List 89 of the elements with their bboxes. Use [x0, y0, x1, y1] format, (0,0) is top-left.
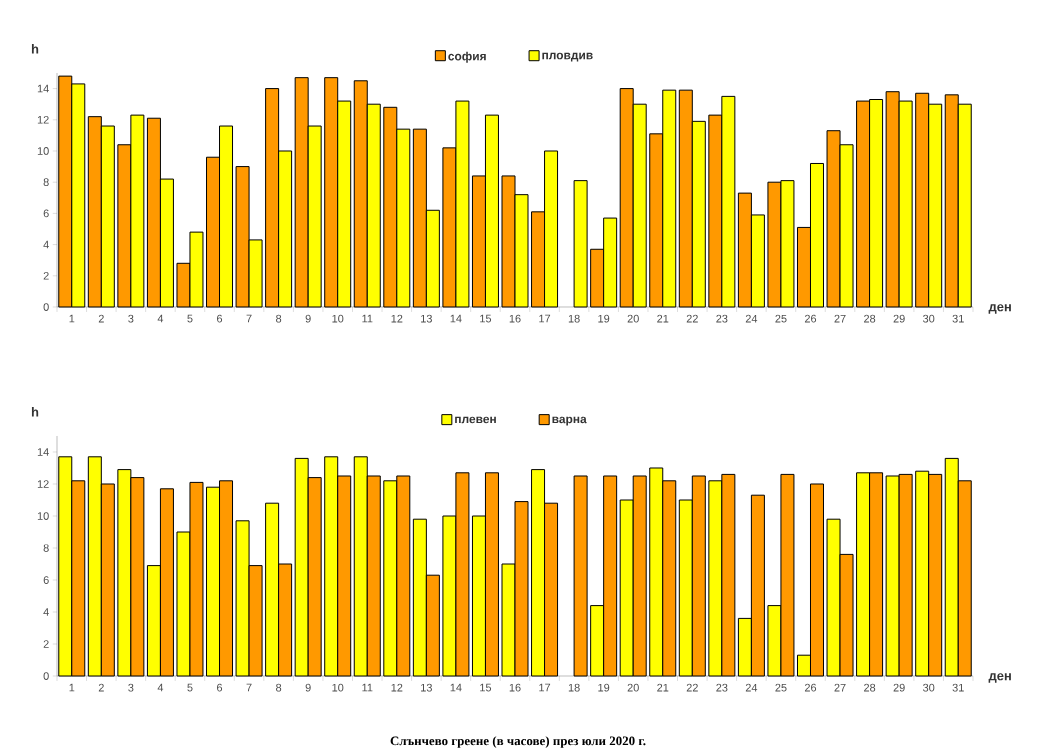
y-axis-title: h — [31, 44, 39, 54]
x-tick-label: 16 — [509, 314, 521, 323]
y-tick-label: 2 — [43, 640, 49, 648]
legend-label: плевен — [455, 416, 496, 424]
x-tick-label: 7 — [246, 314, 252, 323]
x-tick-label: 19 — [598, 314, 610, 323]
y-tick-label: 10 — [37, 147, 49, 155]
y-tick-label: 14 — [37, 448, 49, 456]
x-tick-label: 26 — [804, 683, 817, 692]
legend-label: софия — [448, 51, 486, 63]
x-tick-label: 12 — [391, 683, 403, 692]
x-tick-label: 1 — [69, 683, 75, 692]
x-tick-label: 4 — [157, 314, 164, 323]
x-tick-label: 4 — [157, 683, 164, 692]
x-tick-label: 28 — [864, 314, 876, 323]
x-tick-label: 31 — [952, 683, 964, 692]
x-tick-label: 24 — [745, 683, 758, 692]
x-tick-label: 9 — [305, 683, 311, 692]
x-tick-label: 6 — [217, 683, 223, 692]
x-tick-label: 11 — [362, 683, 373, 692]
y-axis-title: h — [31, 407, 39, 417]
y-tick-label: 10 — [37, 512, 49, 520]
x-tick-label: 25 — [775, 314, 787, 323]
x-tick-label: 21 — [657, 314, 669, 323]
x-tick-label: 15 — [480, 683, 492, 692]
x-tick-label: 16 — [509, 683, 521, 692]
x-tick-label: 25 — [775, 683, 787, 692]
x-tick-label: 3 — [128, 314, 134, 323]
y-tick-label: 14 — [37, 84, 49, 93]
x-tick-label: 27 — [834, 683, 846, 692]
x-tick-label: 29 — [893, 314, 905, 323]
y-tick-label: 0 — [43, 672, 49, 680]
x-axis-title: ден — [988, 673, 1011, 683]
x-tick-label: 19 — [598, 683, 610, 692]
x-tick-label: 17 — [539, 683, 551, 692]
x-tick-label: 26 — [804, 314, 817, 323]
x-tick-label: 5 — [187, 314, 193, 323]
x-tick-label: 6 — [217, 314, 223, 323]
y-tick-label: 8 — [43, 178, 49, 187]
x-tick-label: 24 — [745, 314, 758, 323]
x-tick-label: 23 — [716, 314, 728, 323]
x-tick-label: 17 — [539, 314, 551, 323]
x-tick-label: 20 — [627, 314, 639, 323]
text: Слънчево греене (в часове) през юли 2020 г. — [390, 736, 646, 748]
x-axis-title: ден — [988, 304, 1011, 314]
x-tick-label: 18 — [568, 683, 580, 692]
x-tick-label: 15 — [480, 314, 492, 323]
x-tick-label: 10 — [332, 314, 344, 323]
x-tick-label: 29 — [893, 683, 905, 692]
x-tick-label: 30 — [923, 683, 935, 692]
x-tick-label: 27 — [834, 314, 846, 323]
x-tick-label: 9 — [305, 314, 311, 323]
y-tick-label: 8 — [43, 544, 49, 552]
x-tick-label: 10 — [332, 683, 344, 692]
y-tick-label: 12 — [37, 115, 49, 124]
bar — [573, 475, 588, 677]
x-tick-label: 13 — [421, 683, 432, 692]
y-tick-label: 2 — [43, 271, 49, 280]
x-tick-label: 8 — [276, 683, 282, 692]
y-tick-label: 12 — [37, 480, 49, 488]
x-tick-label: 31 — [952, 314, 964, 323]
x-tick-label: 18 — [568, 314, 580, 323]
legend-label: варна — [552, 416, 587, 426]
x-tick-label: 14 — [450, 314, 462, 323]
y-tick-label: 4 — [43, 608, 49, 616]
x-tick-label: 12 — [391, 314, 403, 323]
x-tick-label: 3 — [128, 683, 134, 692]
x-tick-label: 8 — [276, 314, 282, 323]
x-tick-label: 11 — [362, 314, 373, 323]
x-tick-label: 23 — [716, 683, 728, 692]
x-tick-label: 30 — [923, 314, 935, 323]
x-tick-label: 13 — [421, 314, 432, 323]
x-tick-label: 5 — [187, 683, 193, 692]
x-tick-label: 2 — [98, 683, 104, 692]
x-tick-label: 20 — [627, 683, 639, 692]
y-tick-label: 0 — [43, 303, 49, 311]
x-tick-label: 7 — [246, 683, 252, 692]
y-tick-label: 6 — [43, 209, 49, 218]
x-tick-label: 28 — [864, 683, 876, 692]
x-tick-label: 14 — [450, 683, 462, 692]
x-tick-label: 2 — [98, 314, 104, 323]
legend-label: пловдив — [542, 52, 593, 62]
x-tick-label: 21 — [657, 683, 669, 692]
x-tick-label: 1 — [69, 314, 75, 323]
y-tick-label: 6 — [43, 576, 49, 584]
x-tick-label: 22 — [686, 683, 698, 692]
bar — [573, 180, 588, 308]
y-tick-label: 4 — [43, 240, 49, 249]
x-tick-label: 22 — [686, 314, 698, 323]
